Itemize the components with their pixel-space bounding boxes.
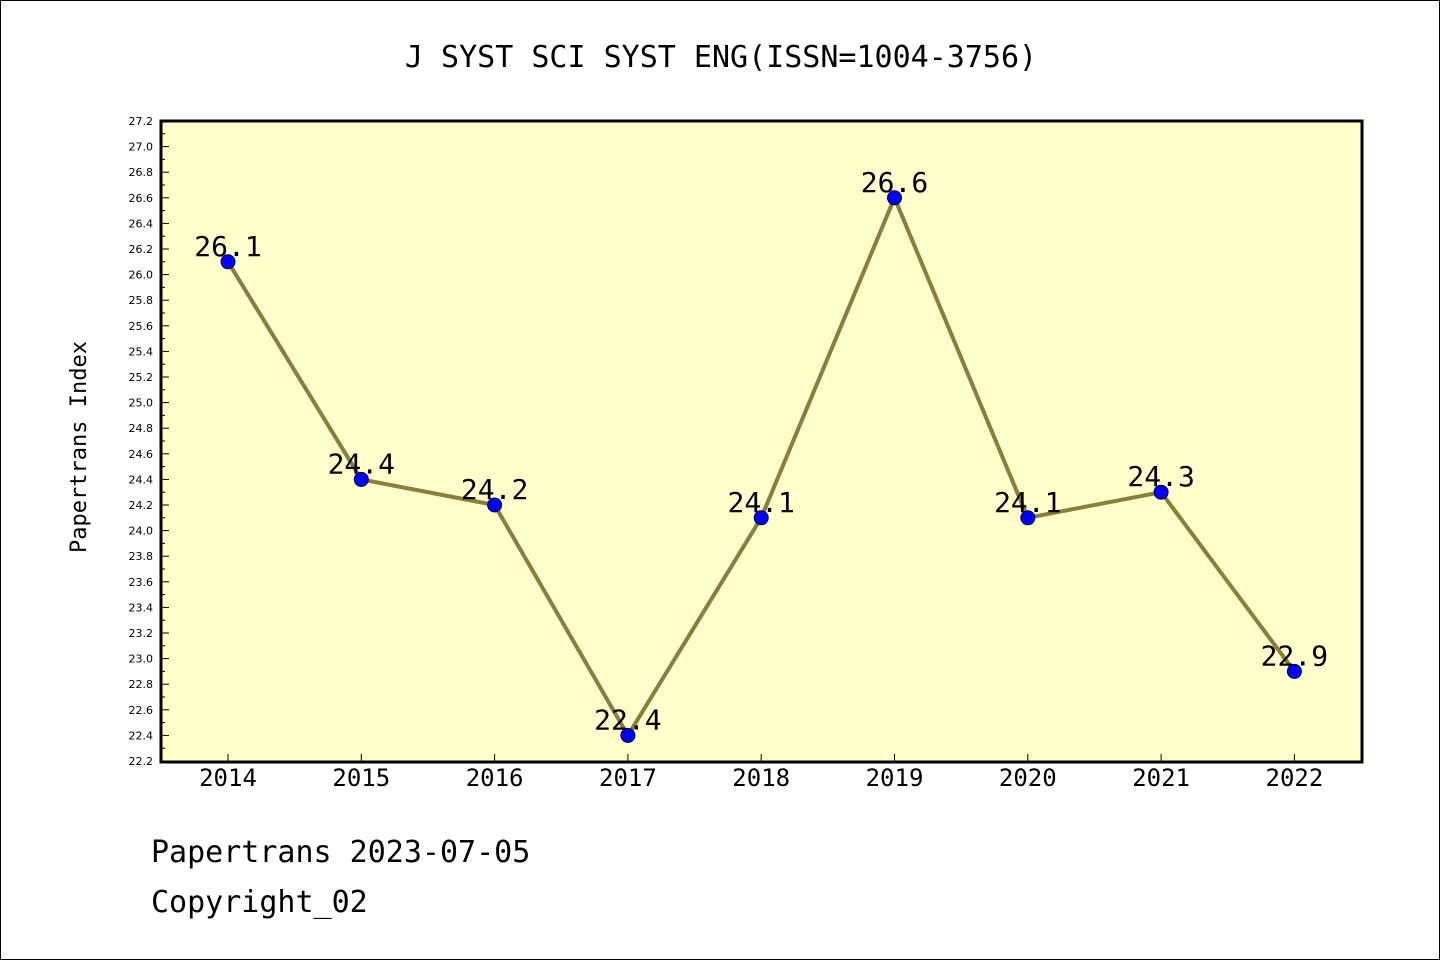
y-tick-label: 23.0 (129, 653, 154, 666)
y-tick-label: 27.2 (129, 115, 154, 128)
y-axis-label: Papertrans Index (67, 341, 92, 553)
chart-title: J SYST SCI SYST ENG(ISSN=1004-3756) (405, 40, 1037, 75)
data-label: 22.9 (1261, 639, 1328, 672)
data-label: 26.1 (194, 230, 261, 263)
x-tick-label: 2022 (1266, 764, 1324, 792)
y-tick-label: 26.4 (129, 217, 154, 230)
y-tick-label: 23.8 (129, 550, 154, 563)
y-tick-label: 27.0 (129, 141, 154, 154)
y-tick-label: 24.6 (129, 448, 154, 461)
series-layer: 26.1 24.4 24.2 22.4 24.1 26.6 24.1 24.3 22.9 (194, 166, 1328, 743)
data-point (887, 190, 902, 206)
data-label: 24.1 (727, 486, 794, 519)
data-label: 24.1 (994, 486, 1061, 519)
y-tick-label: 25.6 (129, 320, 154, 333)
y-tick-label: 24.2 (129, 499, 154, 512)
data-point (1153, 484, 1169, 500)
data-label: 26.6 (861, 166, 928, 199)
plot-area (159, 119, 1364, 764)
data-label: 24.4 (328, 447, 395, 480)
x-axis-ticks: 2014 2015 2016 2017 2018 2019 2020 2021 2022 (199, 754, 1323, 792)
y-tick-label: 24.4 (129, 473, 154, 486)
x-tick-label: 2016 (466, 764, 524, 792)
y-tick-label: 22.4 (129, 729, 154, 742)
x-tick-label: 2017 (599, 764, 657, 792)
data-point (220, 254, 236, 270)
y-tick-label: 23.4 (129, 601, 154, 614)
x-tick-label: 2020 (999, 764, 1057, 792)
data-point (1020, 510, 1036, 526)
y-tick-label: 26.2 (129, 243, 154, 256)
data-label: 24.2 (461, 473, 528, 506)
y-tick-label: 26.8 (129, 166, 154, 179)
y-tick-label: 22.8 (129, 678, 154, 691)
y-tick-label: 25.4 (129, 345, 154, 358)
data-point (1286, 663, 1302, 679)
y-tick-label: 23.2 (129, 627, 154, 640)
y-tick-label: 24.0 (129, 525, 154, 538)
data-point (353, 471, 369, 487)
y-axis-ticks: 22.2 22.4 22.6 22.8 23.0 23.2 23.4 23.6 23.8 24.0… (129, 115, 169, 768)
x-tick-label: 2018 (732, 764, 790, 792)
y-tick-label: 22.2 (129, 755, 154, 768)
data-point (620, 727, 636, 743)
data-point (487, 497, 503, 513)
y-tick-label: 23.6 (129, 576, 154, 589)
y-tick-label: 25.0 (129, 397, 154, 410)
y-tick-label: 22.6 (129, 704, 154, 717)
y-tick-label: 25.2 (129, 371, 154, 384)
data-label: 24.3 (1127, 460, 1194, 493)
y-tick-label: 26.6 (129, 192, 154, 205)
y-tick-label: 24.8 (129, 422, 154, 435)
x-tick-label: 2014 (199, 764, 257, 792)
data-point (753, 510, 769, 526)
data-label: 22.4 (594, 703, 661, 736)
x-tick-label: 2015 (332, 764, 390, 792)
footer-copyright-text: Copyright_02 (151, 885, 368, 920)
x-tick-label: 2021 (1132, 764, 1190, 792)
y-tick-label: 26.0 (129, 269, 154, 282)
y-tick-label: 25.8 (129, 294, 154, 307)
x-tick-label: 2019 (866, 764, 924, 792)
footer-date-text: Papertrans 2023-07-05 (151, 835, 531, 870)
